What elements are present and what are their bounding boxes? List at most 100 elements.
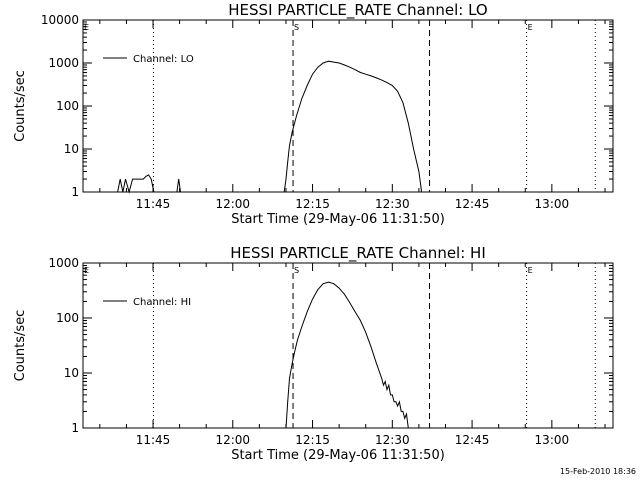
- data-point: [322, 283, 324, 285]
- x-tick-label: 12:15: [295, 433, 330, 447]
- data-point: [344, 64, 345, 66]
- y-tick-label: 10: [64, 142, 79, 156]
- data-point: [407, 122, 409, 124]
- data-point: [287, 161, 289, 163]
- event-marker-label: E: [84, 266, 89, 275]
- data-point: [285, 427, 287, 429]
- x-axis-label: Start Time (29-May-06 11:31:50): [231, 212, 445, 227]
- data-point: [328, 281, 329, 283]
- x-tick-label: 12:30: [375, 197, 410, 211]
- y-axis-label: Counts/sec: [13, 70, 28, 142]
- x-tick-label: 12:00: [215, 197, 250, 211]
- plot-frame: [82, 19, 614, 193]
- data-point: [317, 289, 319, 290]
- data-point: [397, 405, 398, 407]
- data-point: [301, 98, 303, 99]
- x-tick-label: 13:00: [535, 433, 570, 447]
- plot-frame: [82, 262, 614, 429]
- data-point: [360, 72, 361, 73]
- data-point: [404, 418, 406, 419]
- data-point: [381, 79, 382, 81]
- data-point: [390, 394, 391, 396]
- data-point: [392, 85, 393, 86]
- data-point: [393, 401, 395, 403]
- chart-title: HESSI PARTICLE_RATE Channel: HI: [230, 244, 486, 263]
- data-point: [386, 389, 388, 390]
- y-tick-label: 100: [56, 99, 79, 113]
- event-marker-label: S: [294, 266, 299, 275]
- x-tick-label: 12:00: [215, 433, 250, 447]
- data-point: [333, 61, 335, 63]
- data-point: [370, 75, 372, 77]
- y-tick-label: 1000: [48, 256, 79, 270]
- x-tick-label: 12:45: [455, 197, 490, 211]
- data-point: [148, 174, 149, 176]
- data-point: [395, 401, 397, 403]
- data-point: [296, 115, 297, 116]
- x-tick-label: 12:15: [295, 197, 330, 211]
- x-tick-label: 12:45: [455, 433, 490, 447]
- y-tick-label: 1: [71, 185, 79, 199]
- data-point: [388, 384, 390, 386]
- data-point: [317, 66, 319, 68]
- chart-panel-1: HESSI PARTICLE_RATE Channel: LO 11:45 12:0…: [13, 1, 614, 227]
- data-point: [312, 73, 313, 75]
- x-tick-label: 11:45: [136, 197, 171, 211]
- data-point: [365, 331, 367, 333]
- x-axis-label: Start Time (29-May-06 11:31:50): [231, 448, 445, 463]
- legend-label: Channel: HI: [133, 297, 191, 308]
- series-line-1: [117, 60, 423, 194]
- data-point: [392, 394, 393, 396]
- data-point: [180, 191, 181, 193]
- data-point: [137, 178, 139, 180]
- data-point: [400, 411, 402, 412]
- y-tick-label: 10000: [41, 13, 79, 27]
- event-marker-label: E: [84, 23, 89, 32]
- data-point: [349, 66, 351, 68]
- data-point: [402, 102, 404, 103]
- data-point: [370, 346, 372, 348]
- data-point: [399, 401, 400, 403]
- event-marker-label: E: [528, 23, 533, 32]
- chart-legend: Channel: LO: [103, 54, 194, 65]
- data-point: [365, 73, 367, 75]
- data-point: [312, 298, 313, 300]
- data-point: [125, 178, 126, 180]
- data-point: [338, 287, 340, 289]
- data-point: [383, 384, 384, 386]
- data-point: [413, 148, 414, 150]
- chart-panel-2: HESSI PARTICLE_RATE Channel: HI 11:45 12:0…: [13, 244, 614, 463]
- data-point: [150, 178, 152, 180]
- data-point: [178, 178, 180, 180]
- data-point: [301, 326, 303, 327]
- y-tick-label: 1: [71, 421, 79, 435]
- data-point: [386, 82, 388, 83]
- data-point: [328, 60, 329, 62]
- data-point: [354, 69, 356, 70]
- event-marker-label: E: [528, 266, 533, 275]
- data-point: [402, 411, 404, 412]
- y-tick-label: 1000: [48, 56, 79, 70]
- data-point: [291, 363, 293, 364]
- data-point: [291, 131, 293, 133]
- legend-label: Channel: LO: [133, 54, 194, 65]
- data-point: [119, 178, 121, 180]
- data-point: [344, 293, 345, 295]
- data-point: [354, 311, 356, 313]
- data-point: [349, 302, 351, 303]
- data-point: [297, 339, 298, 341]
- data-point: [338, 62, 340, 64]
- chart-legend: Channel: HI: [103, 297, 191, 308]
- data-point: [407, 427, 409, 429]
- y-axis-label: Counts/sec: [13, 310, 28, 382]
- data-point: [376, 77, 377, 79]
- data-point: [384, 381, 386, 382]
- data-point: [287, 401, 289, 403]
- data-point: [406, 413, 407, 415]
- data-point: [117, 191, 118, 193]
- data-point: [333, 283, 335, 285]
- series-line-1: [285, 281, 409, 429]
- y-tick-label: 100: [56, 311, 79, 325]
- data-point: [176, 191, 178, 193]
